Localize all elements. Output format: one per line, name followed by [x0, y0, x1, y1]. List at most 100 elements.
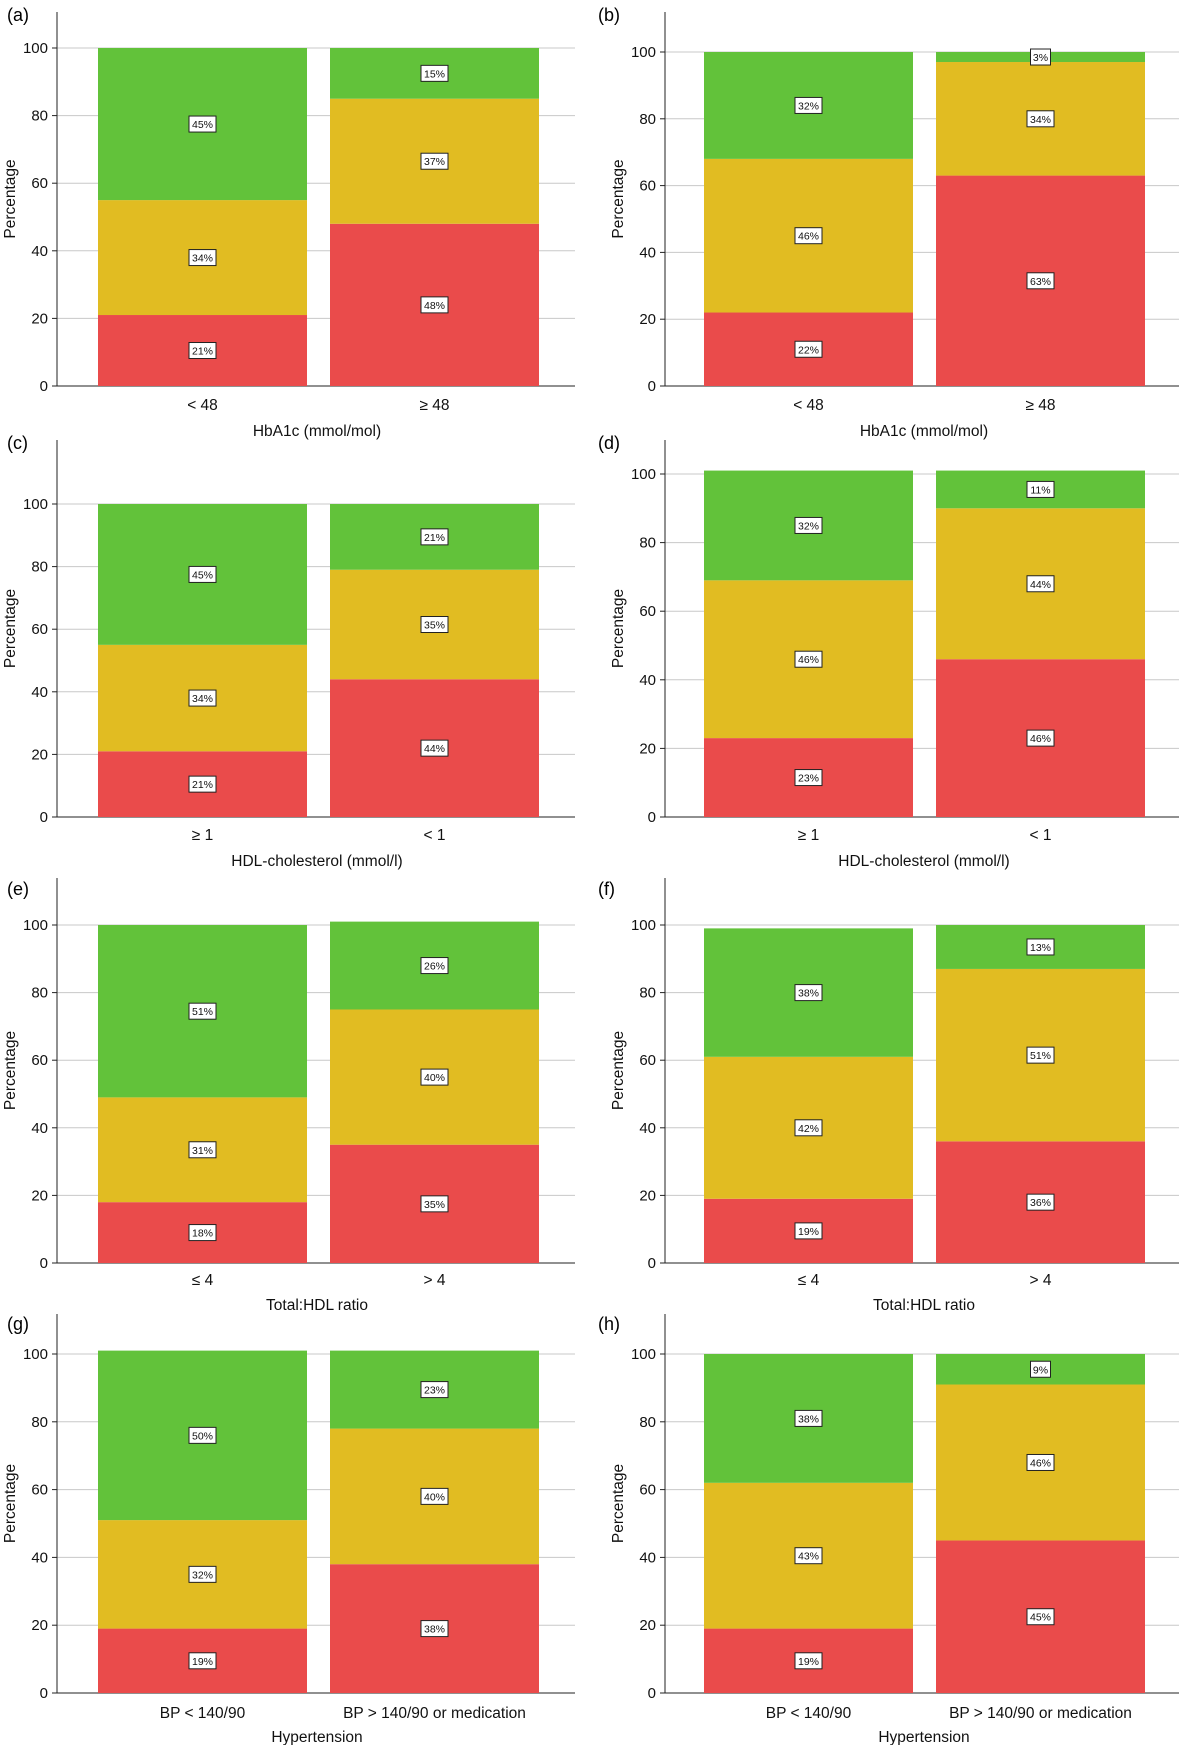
data-label-box — [794, 96, 823, 114]
y-tick-label: 100 — [23, 917, 48, 934]
x-tick-label: BP < 140/90 — [766, 1705, 852, 1722]
x-tick-label: ≥ 1 — [798, 827, 819, 844]
data-label: 11% — [1030, 484, 1050, 496]
y-axis-title: Percentage — [2, 1031, 19, 1110]
x-axis-title: HbA1c (mmol/mol) — [860, 423, 988, 440]
data-label: 32% — [192, 1569, 213, 1581]
y-tick-label: 80 — [31, 559, 48, 576]
data-label: 50% — [192, 1430, 213, 1442]
y-tick-label: 60 — [639, 178, 656, 195]
data-label: 34% — [192, 253, 213, 265]
y-tick-label: 60 — [31, 1482, 48, 1499]
x-axis-title: Total:HDL ratio — [873, 1297, 975, 1314]
data-label: 23% — [424, 1385, 445, 1397]
data-label: 48% — [424, 300, 445, 312]
data-label: 38% — [424, 1624, 445, 1636]
data-label-box — [1026, 938, 1055, 956]
y-axis-title: Percentage — [610, 1031, 627, 1110]
data-label-box — [188, 689, 217, 707]
x-tick-label: < 48 — [187, 397, 218, 414]
panel-label: (g) — [7, 1314, 29, 1334]
data-label-box — [188, 1141, 217, 1159]
data-label-box — [420, 528, 449, 546]
data-label-box — [420, 152, 449, 170]
data-label-box — [420, 1381, 449, 1399]
data-label: 38% — [798, 1413, 819, 1425]
data-label-box — [794, 769, 823, 787]
y-tick-label: 60 — [639, 1052, 656, 1069]
data-label-box — [1026, 1193, 1055, 1211]
y-tick-label: 40 — [639, 1120, 656, 1137]
x-axis-title: HDL-cholesterol (mmol/l) — [231, 853, 402, 870]
chart-panel-e: (e) 0 20 40 60 80 100 Percentage 18% 31% 51% ≤ 4 35%… — [2, 878, 575, 1314]
chart-panel-g: (g) 0 20 40 60 80 100 Percentage 19% 32% 50% BP < 1… — [2, 1314, 575, 1746]
data-label-box — [794, 227, 823, 245]
data-label-box — [1026, 1608, 1055, 1626]
data-label-box — [188, 1652, 217, 1670]
data-label: 3% — [1033, 52, 1048, 64]
data-label-box — [1026, 729, 1055, 747]
y-tick-label: 100 — [631, 466, 656, 483]
data-label: 9% — [1033, 1364, 1048, 1376]
data-label-box — [1026, 110, 1055, 128]
y-tick-label: 0 — [40, 809, 48, 826]
y-tick-label: 80 — [31, 108, 48, 125]
data-label-box — [794, 1222, 823, 1240]
y-tick-label: 100 — [631, 1346, 656, 1363]
data-label: 23% — [798, 773, 819, 785]
data-label: 43% — [798, 1551, 819, 1563]
data-label: 32% — [798, 100, 819, 112]
y-tick-label: 20 — [31, 746, 48, 763]
data-label: 19% — [798, 1226, 819, 1238]
data-label-box — [1026, 1453, 1055, 1471]
x-tick-label: > 4 — [1030, 1272, 1052, 1289]
y-tick-label: 80 — [639, 111, 656, 128]
y-tick-label: 60 — [31, 1052, 48, 1069]
y-tick-label: 0 — [40, 1685, 48, 1702]
data-label: 34% — [192, 693, 213, 705]
panel-label: (b) — [598, 5, 620, 25]
data-label: 35% — [424, 1199, 445, 1211]
panel-label: (a) — [7, 5, 29, 25]
y-tick-label: 40 — [639, 1549, 656, 1566]
panel-label: (c) — [7, 433, 28, 453]
y-tick-label: 0 — [40, 378, 48, 395]
data-label: 32% — [798, 520, 819, 532]
data-label-box — [1026, 480, 1055, 498]
data-label: 21% — [424, 532, 445, 544]
data-label-box — [794, 1119, 823, 1137]
x-axis-title: HDL-cholesterol (mmol/l) — [838, 853, 1009, 870]
x-tick-label: < 48 — [793, 397, 824, 414]
data-label: 63% — [1030, 276, 1051, 288]
data-label: 46% — [1030, 733, 1051, 745]
y-tick-label: 80 — [639, 535, 656, 552]
y-tick-label: 20 — [639, 1617, 656, 1634]
y-tick-label: 80 — [639, 1414, 656, 1431]
data-label-box — [1030, 48, 1051, 66]
data-label: 46% — [1030, 1457, 1051, 1469]
chart-panel-a: (a) 0 20 40 60 80 100 Percentage 21% 34% 45% < 48 48… — [2, 5, 575, 440]
y-tick-label: 60 — [31, 621, 48, 638]
y-tick-label: 0 — [648, 1685, 656, 1702]
x-axis-title: HbA1c (mmol/mol) — [253, 423, 381, 440]
data-label: 51% — [1030, 1050, 1051, 1062]
data-label-box — [794, 1409, 823, 1427]
y-axis-title: Percentage — [2, 1464, 19, 1543]
x-tick-label: ≤ 4 — [192, 1272, 214, 1289]
x-tick-label: < 1 — [1030, 827, 1052, 844]
panel-label: (h) — [598, 1314, 620, 1334]
y-tick-label: 20 — [639, 740, 656, 757]
data-label: 26% — [424, 961, 445, 973]
data-label-box — [1030, 1360, 1051, 1378]
y-tick-label: 20 — [31, 1617, 48, 1634]
y-tick-label: 60 — [639, 603, 656, 620]
y-tick-label: 0 — [648, 1255, 656, 1272]
data-label: 37% — [424, 156, 445, 168]
data-label: 42% — [798, 1123, 819, 1135]
y-tick-label: 40 — [639, 244, 656, 261]
data-label-box — [420, 957, 449, 975]
panel-label: (d) — [598, 433, 620, 453]
data-label: 19% — [192, 1656, 213, 1668]
